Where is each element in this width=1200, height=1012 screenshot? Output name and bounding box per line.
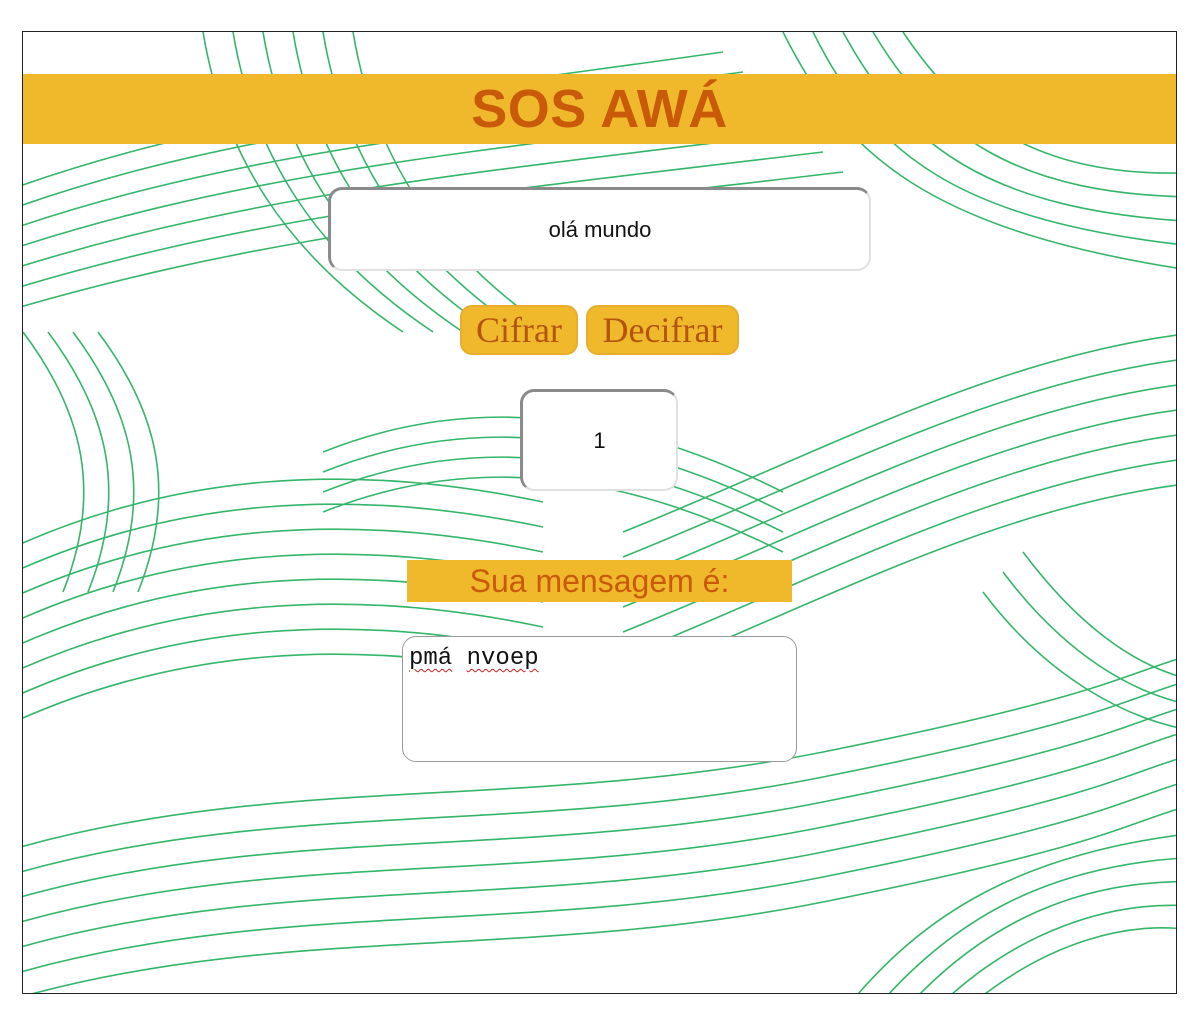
- message-input[interactable]: [328, 187, 871, 271]
- result-word: pmá: [409, 645, 453, 672]
- result-output[interactable]: pmá nvoep: [402, 636, 797, 762]
- title-banner: SOS AWÁ: [23, 74, 1176, 144]
- offset-input[interactable]: [520, 389, 678, 491]
- page-title: SOS AWÁ: [471, 79, 728, 139]
- decipher-button[interactable]: Decifrar: [586, 305, 739, 355]
- page-frame: SOS AWÁ Cifrar Decifrar Sua mensagem é: …: [22, 31, 1177, 994]
- action-buttons: Cifrar Decifrar: [23, 305, 1176, 357]
- cipher-button[interactable]: Cifrar: [460, 305, 578, 355]
- result-label: Sua mensagem é:: [407, 560, 792, 602]
- leaf-pattern-background: [23, 32, 1176, 993]
- result-word: nvoep: [466, 645, 539, 672]
